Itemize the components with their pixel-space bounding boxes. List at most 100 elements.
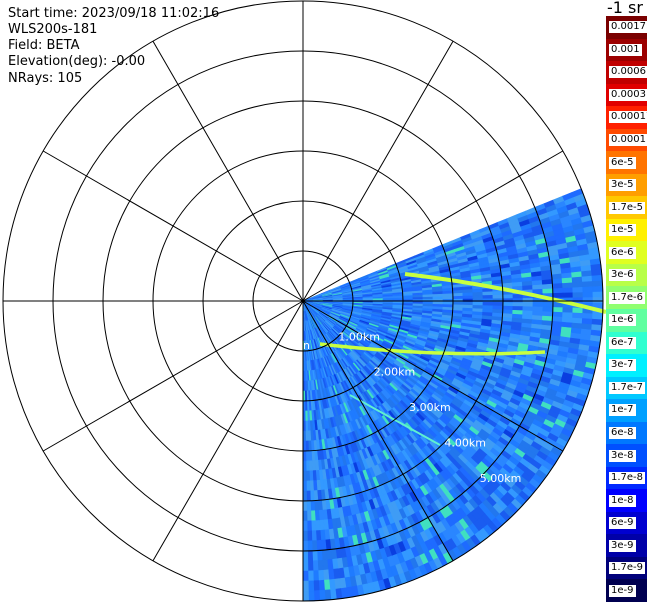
sector-bin xyxy=(302,590,309,602)
sector-bin xyxy=(313,580,320,592)
sector-bin xyxy=(312,560,319,572)
sector-bin xyxy=(532,306,544,312)
range-label-center: n xyxy=(303,339,310,352)
sector-bin xyxy=(302,540,309,552)
sector-bin xyxy=(512,302,524,307)
sector-bin xyxy=(305,460,310,472)
sector-bin xyxy=(311,540,318,552)
sector-bin xyxy=(307,560,314,572)
sector-bin xyxy=(306,480,311,492)
sector-bin xyxy=(302,530,308,542)
colorbar-label: 1.7e-6 xyxy=(609,291,646,304)
sector-bin xyxy=(502,294,514,300)
colorbar-label: 0.00017 xyxy=(609,111,647,124)
sector-bin xyxy=(492,294,504,300)
range-label: 5.00km xyxy=(480,472,522,485)
sector-bin xyxy=(302,560,309,572)
sector-bin xyxy=(472,291,484,297)
sector-bin xyxy=(306,500,312,512)
sector-bin xyxy=(572,286,584,294)
range-label: 3.00km xyxy=(409,401,451,414)
azimuth-spoke xyxy=(42,300,304,452)
sector-bin xyxy=(591,274,603,282)
sector-bin xyxy=(562,282,574,289)
sector-bin xyxy=(551,278,563,285)
colorbar-label: 1.7e-7 xyxy=(609,381,646,394)
sector-bin xyxy=(582,281,594,288)
sector-bin xyxy=(522,297,534,303)
sector-bin xyxy=(482,291,494,296)
sector-bin xyxy=(512,298,524,303)
echo-streak-lower xyxy=(319,342,546,356)
instrument-name: WLS200s-181 xyxy=(8,22,98,37)
sector-bin xyxy=(309,490,315,502)
colorbar-label: 3e-7 xyxy=(609,359,636,372)
sector-bin xyxy=(542,283,554,290)
sector-bin xyxy=(302,470,307,482)
colorbar-label: 0.0001 xyxy=(609,133,647,146)
field-name: Field: BETA xyxy=(8,38,80,53)
sector-bin xyxy=(552,292,564,299)
sector-bin xyxy=(305,470,311,482)
sector-bin xyxy=(472,295,484,300)
sector-bin xyxy=(302,490,308,502)
colorbar-label: 0.0017 xyxy=(609,21,647,34)
colorbar-label: 1.7e-9 xyxy=(609,562,646,575)
sector-bin xyxy=(306,530,313,542)
sector-bin xyxy=(572,292,584,299)
sector-bin xyxy=(302,480,307,492)
sector-bin xyxy=(502,302,514,307)
sector-bin xyxy=(324,589,332,601)
colorbar-label: 3e-9 xyxy=(609,539,636,552)
sector-bin xyxy=(302,570,309,582)
sector-bin xyxy=(307,580,315,592)
azimuth-spoke xyxy=(302,300,454,562)
sector-bin xyxy=(313,590,321,602)
azimuth-spoke xyxy=(42,150,304,302)
sector-bin xyxy=(302,500,308,512)
sector-bin xyxy=(306,510,312,522)
colorbar-label: 6e-9 xyxy=(609,517,636,530)
colorbar-label: 1.7e-8 xyxy=(609,472,646,485)
sector-bin xyxy=(472,301,484,306)
colorbar-label: 1.7e-5 xyxy=(609,201,646,214)
beta-scan-sector xyxy=(302,188,606,602)
sector-bin xyxy=(581,275,593,283)
sector-bin xyxy=(482,294,494,300)
colorbar-label: 6e-7 xyxy=(609,336,636,349)
sector-bin xyxy=(307,550,314,562)
sector-bin xyxy=(572,312,584,319)
sector-bin xyxy=(572,281,584,289)
sector-bin xyxy=(562,292,574,299)
sector-bin xyxy=(306,490,311,502)
colorbar-label: 6e-6 xyxy=(609,246,636,259)
sector-bin xyxy=(552,283,564,290)
colorbar-title: -1 sr xyxy=(607,0,643,17)
colorbar-label: 6e-5 xyxy=(609,156,636,169)
colorbar-label: 0.0006 xyxy=(609,66,647,79)
sector-bin xyxy=(312,570,319,582)
sector-bin xyxy=(432,296,444,300)
start-time: Start time: 2023/09/18 11:02:16 xyxy=(8,6,220,21)
sector-bin xyxy=(302,510,308,522)
colorbar-label: 3e-5 xyxy=(609,179,636,192)
sector-bin xyxy=(582,291,594,299)
azimuth-spoke xyxy=(302,300,564,452)
sector-bin xyxy=(311,550,318,562)
sector-bin xyxy=(542,288,554,295)
colorbar-label: 1e-9 xyxy=(609,584,636,597)
sector-bin xyxy=(582,313,594,320)
sector-bin xyxy=(572,297,584,304)
sector-bin xyxy=(302,580,309,592)
sector-bin xyxy=(310,520,317,532)
sector-bin xyxy=(492,290,504,296)
sector-bin xyxy=(492,301,504,307)
colorbar-label: 6e-8 xyxy=(609,426,636,439)
colorbar-label: 1e-6 xyxy=(609,314,636,327)
sector-bin xyxy=(318,579,325,591)
sector-bin xyxy=(305,450,310,462)
sector-bin xyxy=(311,530,317,542)
sector-bin xyxy=(591,280,603,288)
azimuth-spokes xyxy=(3,1,603,601)
sector-bin xyxy=(572,307,584,314)
